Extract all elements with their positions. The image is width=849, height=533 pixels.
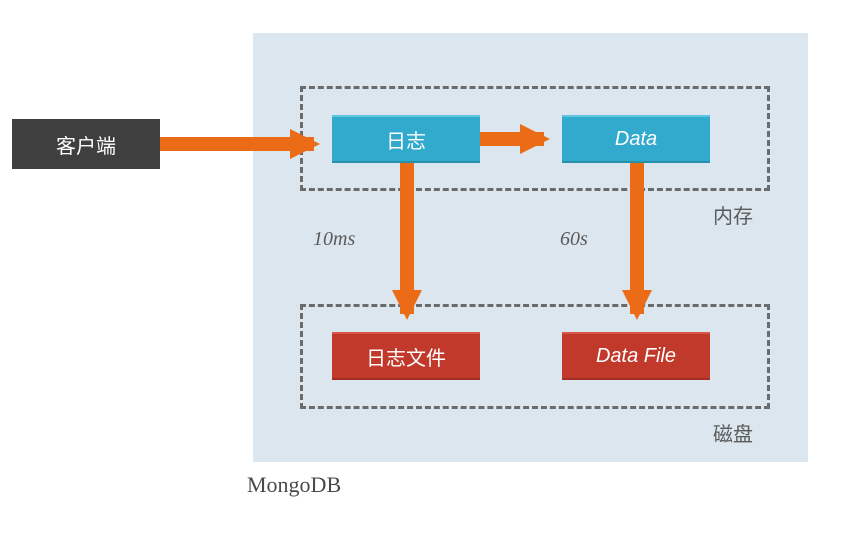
group-disk-label: 磁盘 — [713, 418, 753, 447]
node-data-file: Data File — [562, 332, 710, 380]
node-client: 客户端 — [12, 119, 160, 169]
edge-data-down-label: 60s — [560, 228, 588, 251]
group-memory-label: 内存 — [713, 200, 753, 229]
node-journal-file-label: 日志文件 — [366, 342, 446, 371]
node-journal-file: 日志文件 — [332, 332, 480, 380]
node-client-label: 客户端 — [56, 130, 116, 159]
mongodb-label: MongoDB — [247, 472, 341, 498]
node-data: Data — [562, 115, 710, 163]
node-data-file-label: Data File — [596, 345, 676, 368]
node-data-label: Data — [615, 128, 657, 151]
edge-journal-down-label: 10ms — [313, 228, 355, 251]
diagram-stage: 客户端 日志 Data 日志文件 Data File 内存 — [0, 0, 849, 533]
node-journal: 日志 — [332, 115, 480, 163]
node-journal-label: 日志 — [386, 125, 426, 154]
